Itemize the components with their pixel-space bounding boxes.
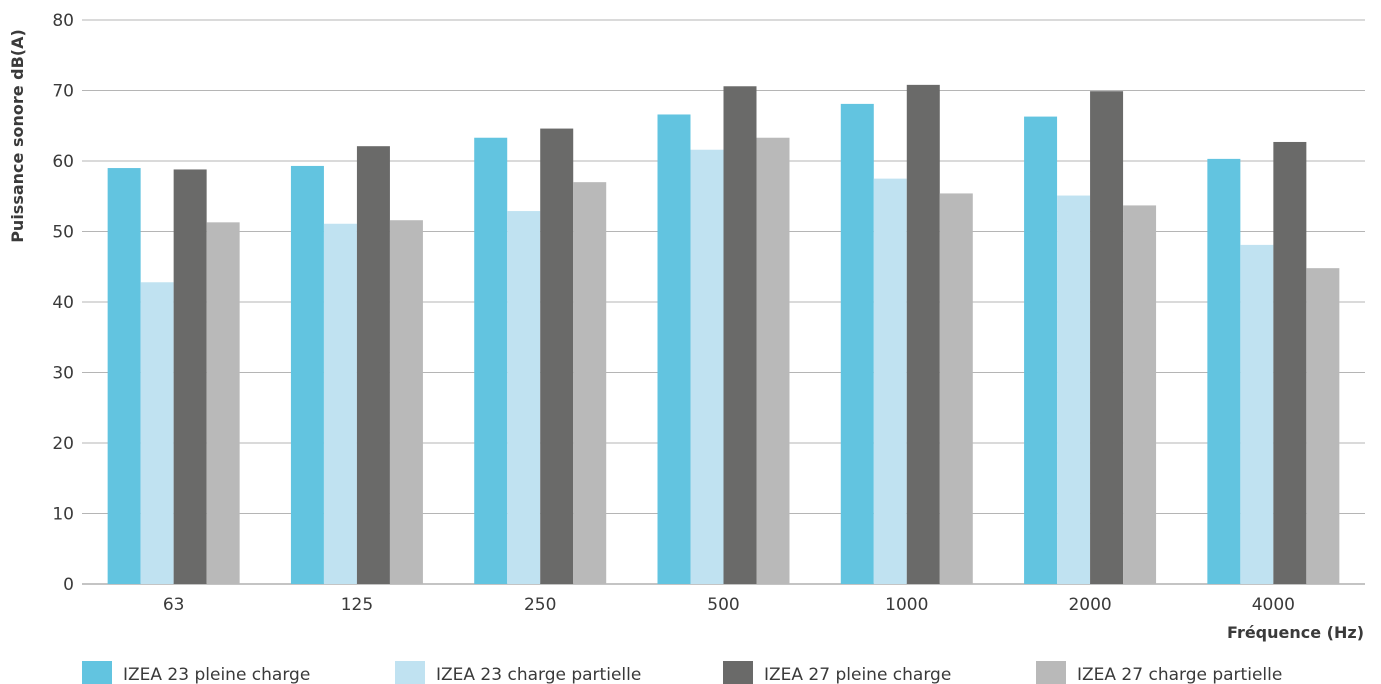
x-tick-label: 4000 bbox=[1252, 595, 1295, 615]
bar bbox=[690, 149, 724, 584]
x-tick-label: 1000 bbox=[885, 595, 928, 615]
bar bbox=[173, 169, 207, 584]
x-tick-label: 500 bbox=[707, 595, 739, 615]
bar bbox=[573, 182, 607, 584]
bar bbox=[107, 168, 141, 585]
y-tick-label: 20 bbox=[52, 434, 74, 454]
bar bbox=[840, 103, 874, 585]
bar bbox=[657, 114, 691, 584]
y-tick-label: 10 bbox=[52, 505, 74, 525]
y-tick-label: 70 bbox=[52, 82, 74, 102]
bar bbox=[1123, 205, 1157, 585]
bar bbox=[873, 178, 907, 584]
bar bbox=[1273, 141, 1307, 584]
bar bbox=[723, 86, 757, 585]
bar bbox=[1057, 195, 1091, 585]
legend-label: IZEA 27 charge partielle bbox=[1077, 665, 1282, 684]
bar bbox=[756, 137, 790, 585]
y-tick-labels: 0 10 20 30 40 50 60 70 80 bbox=[52, 11, 74, 595]
bars bbox=[107, 84, 1340, 585]
bar bbox=[1090, 91, 1124, 584]
legend-swatch bbox=[82, 661, 112, 684]
bar bbox=[323, 223, 357, 584]
y-tick-label: 30 bbox=[52, 364, 74, 384]
x-tick-label: 2000 bbox=[1068, 595, 1111, 615]
bar bbox=[474, 137, 508, 585]
bar bbox=[1024, 116, 1058, 585]
bar bbox=[389, 220, 423, 584]
legend-label: IZEA 27 pleine charge bbox=[764, 665, 951, 684]
y-tick-label: 60 bbox=[52, 152, 74, 172]
bar bbox=[1207, 158, 1241, 584]
x-tick-label: 63 bbox=[163, 595, 185, 615]
legend-swatch bbox=[1036, 661, 1066, 684]
legend: IZEA 23 pleine charge IZEA 23 charge part… bbox=[82, 661, 1282, 684]
y-tick-label: 80 bbox=[52, 11, 74, 31]
bar bbox=[1240, 244, 1274, 584]
bar bbox=[540, 128, 574, 584]
bar bbox=[140, 282, 174, 584]
y-tick-label: 50 bbox=[52, 223, 74, 243]
bar bbox=[1306, 268, 1340, 584]
bar bbox=[906, 84, 940, 585]
legend-label: IZEA 23 charge partielle bbox=[436, 665, 641, 684]
x-tick-labels: 63 125 250 500 1000 2000 4000 bbox=[163, 595, 1295, 615]
bar bbox=[939, 193, 973, 584]
bar bbox=[290, 165, 324, 584]
y-tick-label: 0 bbox=[63, 575, 74, 595]
x-axis-title: Fréquence (Hz) bbox=[1227, 623, 1364, 642]
legend-swatch bbox=[723, 661, 753, 684]
x-tick-label: 250 bbox=[524, 595, 556, 615]
y-axis-title: Puissance sonore dB(A) bbox=[8, 29, 27, 243]
bar bbox=[507, 211, 541, 584]
legend-label: IZEA 23 pleine charge bbox=[123, 665, 310, 684]
y-tick-label: 40 bbox=[52, 293, 74, 313]
bar bbox=[206, 222, 240, 584]
x-tick-label: 125 bbox=[341, 595, 373, 615]
legend-swatch bbox=[395, 661, 425, 684]
bar bbox=[356, 146, 390, 584]
